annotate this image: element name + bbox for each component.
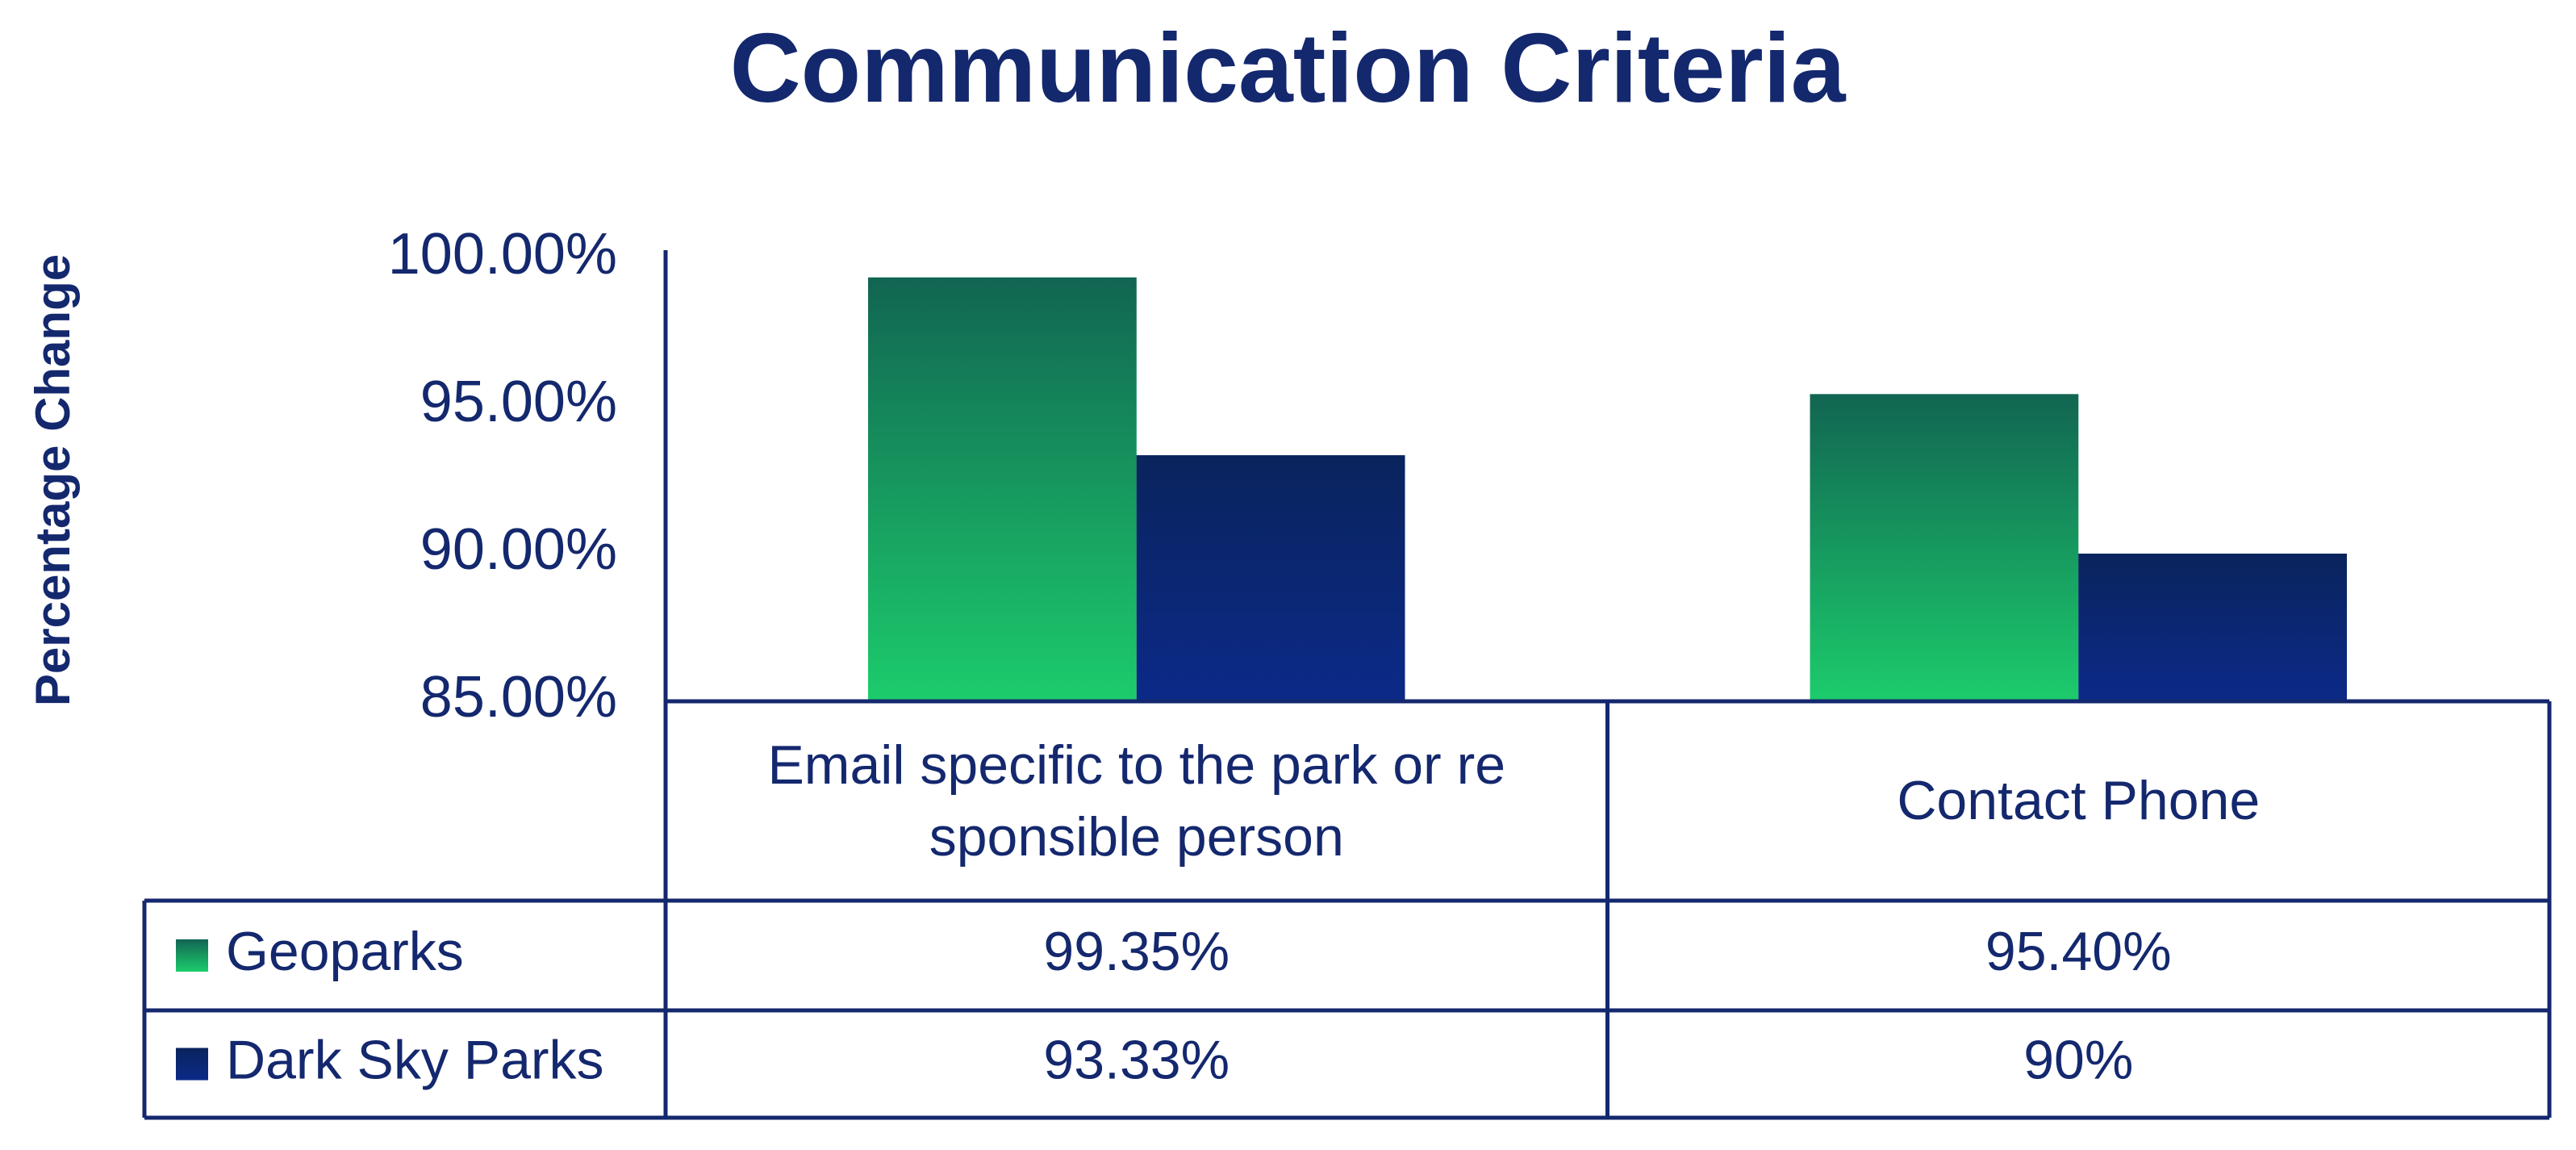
y-tick-label: 90.00% [420,517,617,582]
bar-shade [868,277,1137,701]
bar-shade [1810,394,2079,701]
data-label: 95.40% [1985,921,2172,982]
bar-shade [2078,554,2347,701]
y-tick-label: 95.00% [420,370,617,434]
bar-shade [1136,455,1405,701]
x-tick-label: Contact Phone [1897,770,2261,832]
x-tick-label-box: Contact Phone [1897,770,2261,832]
chart-title: Communication Criteria [730,13,1847,123]
y-axis-title: Percentage Change [26,254,80,706]
y-tick-label: 85.00% [420,665,617,730]
legend-label: Geoparks [226,921,464,982]
y-tick-label: 100.00% [388,222,617,286]
data-label: 90% [2023,1029,2133,1090]
legend-label: Dark Sky Parks [226,1029,604,1090]
x-tick-label: Email specific to the park or re sponsib… [767,734,1506,868]
legend-swatch-shade [176,1048,208,1081]
data-label: 93.33% [1043,1029,1230,1090]
legend-swatch-shade [176,939,208,972]
x-tick-label-box: Email specific to the park or re sponsib… [767,734,1506,868]
data-label: 99.35% [1043,921,1230,982]
